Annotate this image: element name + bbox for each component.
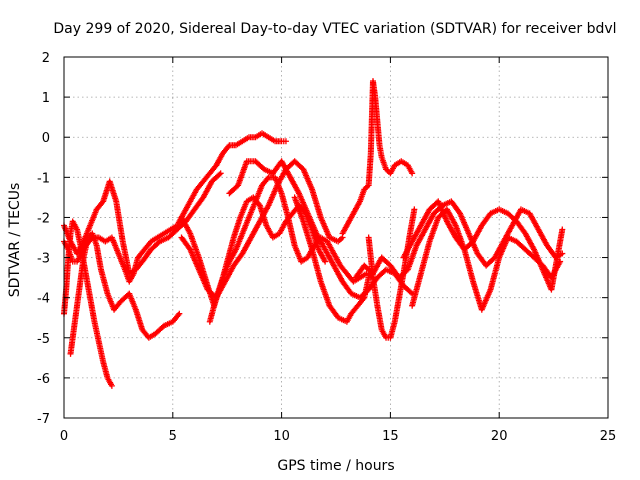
x-tick-label: 25 (600, 429, 617, 444)
data-point (108, 382, 115, 389)
y-tick-label: -2 (37, 211, 50, 226)
data-point (322, 258, 329, 265)
data-point (176, 310, 183, 317)
y-tick-label: 1 (42, 91, 50, 106)
data-point-dense (216, 171, 223, 178)
data-point-dense (225, 143, 232, 150)
data-points (61, 78, 566, 389)
y-tick-label: 0 (42, 131, 50, 146)
y-tick-label: -3 (37, 252, 50, 267)
x-tick-label: 5 (169, 429, 177, 444)
data-point (409, 170, 416, 177)
y-tick-label: -5 (37, 332, 50, 347)
x-tick-label: 10 (273, 429, 290, 444)
y-tick-label: -1 (37, 171, 50, 186)
data-point-dense (264, 175, 271, 182)
chart-title: Day 299 of 2020, Sidereal Day-to-day VTE… (53, 21, 616, 37)
data-point-dense (360, 296, 367, 303)
plot-frame (63, 56, 609, 419)
data-point (559, 226, 566, 233)
x-axis-label: GPS time / hours (277, 458, 394, 474)
x-tick-label: 15 (382, 429, 399, 444)
grid (64, 57, 608, 418)
data-point (411, 206, 418, 213)
data-point (217, 170, 224, 177)
y-tick-label: -4 (37, 292, 50, 307)
y-tick-label: 2 (42, 51, 50, 66)
y-tick-label: -6 (37, 372, 50, 387)
data-point-dense (175, 312, 182, 319)
x-tick-label: 0 (60, 429, 68, 444)
x-tick-label: 20 (491, 429, 508, 444)
y-axis-label: SDTVAR / TECUs (7, 183, 23, 298)
data-point (282, 138, 289, 145)
y-tick-label: -7 (37, 412, 50, 427)
data-point-dense (88, 235, 95, 242)
